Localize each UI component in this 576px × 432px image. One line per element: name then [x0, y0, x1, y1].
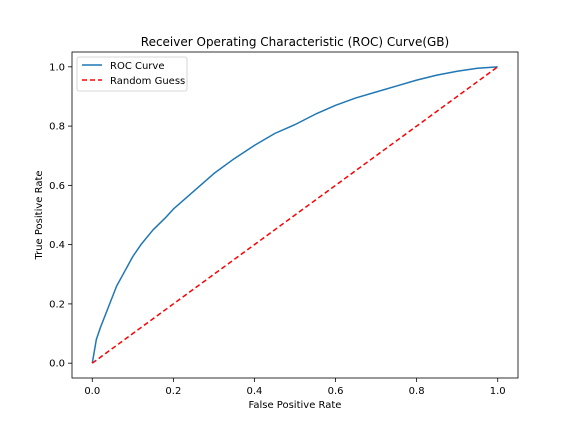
x-tick-label: 0.6: [328, 386, 344, 397]
legend-label-random: Random Guess: [110, 76, 185, 87]
random-guess-line: [91, 66, 499, 364]
roc-curve-line: [91, 66, 498, 364]
y-tick-label: 0.4: [49, 240, 65, 251]
legend-label-roc: ROC Curve: [110, 61, 164, 72]
y-axis: 0.0 0.2 0.4 0.6 0.8 1.0: [49, 62, 72, 370]
series-layer: [91, 66, 499, 364]
legend-box: [76, 56, 188, 92]
y-tick-label: 0.2: [49, 299, 65, 310]
x-tick-label: 0.0: [84, 386, 100, 397]
x-axis-title: False Positive Rate: [249, 400, 342, 411]
x-tick-label: 0.4: [247, 386, 263, 397]
chart-title: Receiver Operating Characteristic (ROC) …: [141, 35, 449, 49]
x-tick-label: 0.2: [165, 386, 181, 397]
y-axis-title: True Positive Rate: [34, 170, 45, 260]
y-tick-label: 1.0: [49, 62, 65, 73]
legend: ROC Curve Random Guess: [76, 56, 188, 92]
x-axis: 0.0 0.2 0.4 0.6 0.8 1.0: [84, 378, 506, 397]
y-tick-label: 0.0: [49, 359, 65, 370]
x-tick-label: 1.0: [490, 386, 506, 397]
y-tick-label: 0.8: [49, 122, 65, 133]
x-tick-label: 0.8: [409, 386, 425, 397]
y-tick-label: 0.6: [49, 181, 65, 192]
